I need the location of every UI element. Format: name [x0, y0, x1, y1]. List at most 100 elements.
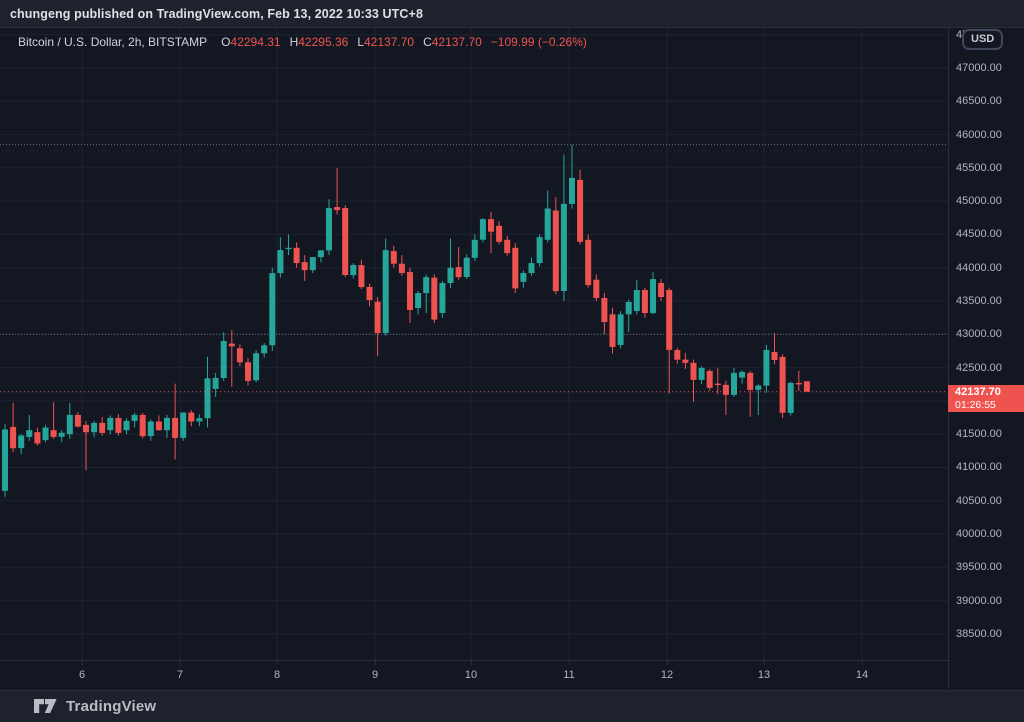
- candle-body: [18, 435, 25, 449]
- currency-toggle-badge[interactable]: USD: [962, 29, 1004, 50]
- time-tick-mark: [277, 661, 278, 665]
- candle-body: [795, 382, 802, 385]
- candle-body: [593, 279, 600, 298]
- price-tick-label: 40500.00: [956, 495, 1002, 507]
- candle-body: [463, 257, 470, 277]
- candle-body: [641, 290, 648, 313]
- price-tick-label: 44000.00: [956, 262, 1002, 274]
- candle-body: [301, 262, 308, 271]
- time-tick-label: 14: [855, 669, 869, 681]
- price-tick-label: 46500.00: [956, 95, 1002, 107]
- candle-body: [245, 362, 251, 381]
- candle-body: [771, 352, 778, 360]
- candle-body: [560, 203, 567, 291]
- candle-body: [172, 417, 179, 438]
- candle-body: [269, 273, 276, 346]
- candle-body: [164, 417, 170, 431]
- candle-body: [390, 251, 397, 264]
- tradingview-logo-icon[interactable]: [34, 699, 57, 714]
- symbol-title: Bitcoin / U.S. Dollar, 2h, BITSTAMP: [18, 35, 208, 49]
- price-tick-label: 39000.00: [956, 595, 1002, 607]
- price-tick-label: 38500.00: [956, 628, 1002, 640]
- time-tick-label: 7: [176, 669, 184, 681]
- last-price-label: 42137.70 01:26:55: [948, 385, 1024, 412]
- time-tick-mark: [375, 661, 376, 665]
- candle-body: [633, 290, 640, 311]
- candle-body: [342, 208, 349, 275]
- candle-body: [722, 384, 729, 395]
- candle-body: [690, 362, 697, 380]
- price-tick-label: 43500.00: [956, 295, 1002, 307]
- time-tick-mark: [569, 661, 570, 665]
- candle-body: [471, 239, 478, 258]
- candle-body: [334, 207, 341, 211]
- candle-body: [803, 381, 810, 392]
- candle-body: [261, 345, 268, 354]
- candle-body: [131, 414, 138, 421]
- candle-body: [309, 257, 316, 271]
- time-tick-mark: [180, 661, 181, 665]
- candle-body: [155, 421, 162, 431]
- candle-body: [317, 250, 324, 258]
- price-tick-label: 45500.00: [956, 162, 1002, 174]
- candle-body: [398, 263, 405, 273]
- candle-body: [10, 426, 17, 449]
- time-tick-mark: [471, 661, 472, 665]
- published-header-bar: chungeng published on TradingView.com, F…: [0, 0, 1024, 28]
- candle-body: [439, 283, 446, 313]
- time-tick-label: 10: [464, 669, 478, 681]
- candle-body: [779, 356, 786, 413]
- candle-body: [447, 267, 454, 283]
- candle-body: [698, 367, 705, 380]
- candle-body: [350, 265, 357, 276]
- candle-body: [212, 377, 219, 389]
- candle-body: [293, 247, 300, 264]
- candle-body: [787, 382, 794, 413]
- time-tick-mark: [862, 661, 863, 665]
- time-tick-label: 6: [78, 669, 86, 681]
- candle-body: [326, 208, 332, 251]
- candle-body: [714, 383, 721, 385]
- candle-body: [204, 378, 211, 419]
- candle-body: [520, 273, 527, 282]
- candle-body: [666, 290, 673, 350]
- candle-body: [99, 422, 106, 433]
- time-tick-label: 12: [660, 669, 674, 681]
- time-scale[interactable]: 6 7 8 9 10 11 12 13 14: [0, 660, 948, 690]
- candle-body: [26, 430, 33, 437]
- candle-body: [382, 250, 389, 333]
- candle-body: [188, 412, 195, 422]
- candle-body: [682, 359, 689, 363]
- candle-body: [253, 353, 260, 381]
- price-scale[interactable]: 38500.00 39000.00 39500.00 40000.00 40500.00…: [948, 28, 1024, 689]
- candlestick-chart[interactable]: [0, 28, 948, 660]
- candle-body: [674, 350, 681, 360]
- price-tick-label: 45000.00: [956, 195, 1002, 207]
- candle-body: [34, 432, 41, 444]
- candle-body: [236, 348, 243, 363]
- candle-body: [739, 371, 746, 378]
- chart-pane[interactable]: [0, 28, 948, 660]
- price-tick-label: 39500.00: [956, 561, 1002, 573]
- ohlc-low: L42137.70: [357, 35, 415, 49]
- candle-body: [180, 412, 187, 438]
- candle-body: [504, 239, 511, 254]
- candle-body: [552, 210, 559, 292]
- candle-body: [731, 372, 737, 395]
- tradingview-logo-text[interactable]: TradingView: [66, 698, 157, 715]
- candle-body: [585, 239, 592, 286]
- candle-body: [763, 350, 770, 386]
- candle-body: [747, 372, 754, 390]
- time-tick-mark: [667, 661, 668, 665]
- candle-body: [479, 219, 486, 240]
- candle-body: [577, 179, 584, 242]
- candle-body: [228, 343, 235, 347]
- candle-body: [569, 177, 575, 204]
- candle-body: [83, 424, 89, 433]
- candle-body: [617, 314, 624, 345]
- price-tick-label: 40000.00: [956, 528, 1002, 540]
- candle-body: [42, 427, 49, 441]
- candle-body: [601, 298, 608, 322]
- candle-body: [455, 267, 462, 278]
